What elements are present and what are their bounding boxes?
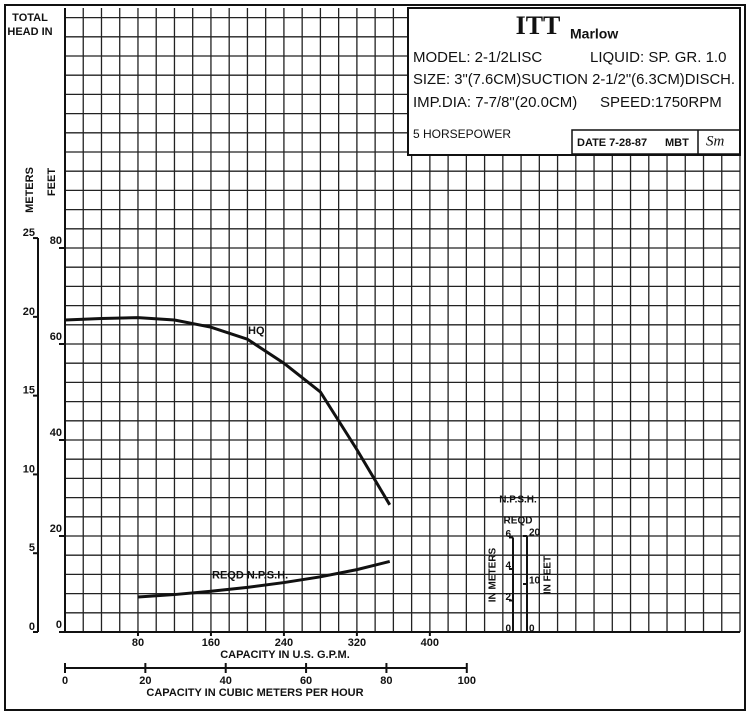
x-tick-label: 80 <box>132 637 144 649</box>
x-label: CAPACITY IN U.S. G.P.M. <box>220 649 350 661</box>
x2-tick-label: 100 <box>458 675 476 687</box>
x2-label: CAPACITY IN CUBIC METERS PER HOUR <box>146 687 363 699</box>
x-tick-label: 160 <box>202 637 220 649</box>
npsh-title: REQD <box>504 516 533 527</box>
date: DATE 7-28-87 <box>577 137 647 149</box>
series-line <box>64 316 392 506</box>
x2-tick-label: 20 <box>139 675 151 687</box>
x-tick-label: 400 <box>421 637 439 649</box>
npsh-feet-label: 0 <box>529 624 535 635</box>
model: MODEL: 2-1/2LISC <box>413 49 542 66</box>
series-label: HQ <box>248 325 265 337</box>
x-tick-label: 320 <box>348 637 366 649</box>
grid <box>64 8 741 633</box>
liquid: LIQUID: SP. GR. 1.0 <box>590 49 726 66</box>
npsh-meters-label: IN METERS <box>488 547 499 602</box>
y2-tick-label: 0 <box>29 621 35 633</box>
npsh-meter-label: 2 <box>505 592 511 603</box>
y-tick-label: 0 <box>56 619 62 631</box>
signature: Sm <box>706 133 725 149</box>
y2-tick-label: 15 <box>23 385 35 397</box>
npsh-feet-label: 10 <box>529 576 541 587</box>
date-box <box>571 129 741 155</box>
x-tick-label: 240 <box>275 637 293 649</box>
npsh-title: N.P.S.H. <box>499 495 537 506</box>
y-tick-label: 40 <box>50 427 62 439</box>
y2-unit: METERS <box>24 167 36 213</box>
y-tick-label: 20 <box>50 523 62 535</box>
series-line <box>137 559 391 599</box>
x2-tick-label: 40 <box>220 675 232 687</box>
y2-tick-label: 10 <box>23 463 35 475</box>
x2-tick-label: 0 <box>62 675 68 687</box>
speed: SPEED:1750RPM <box>600 94 722 111</box>
y-label: TOTAL <box>12 12 48 24</box>
npsh-feet-label-title: IN FEET <box>543 556 554 594</box>
y2-tick-label: 5 <box>29 542 35 554</box>
x2-tick-label: 80 <box>380 675 392 687</box>
y-unit: FEET <box>46 168 58 196</box>
y2-tick-label: 25 <box>23 227 35 239</box>
imp-dia: IMP.DIA: 7-7/8"(20.0CM) <box>413 94 577 111</box>
x2-tick-label: 60 <box>300 675 312 687</box>
power: 5 HORSEPOWER <box>413 127 511 141</box>
npsh-meter-label: 4 <box>505 561 511 572</box>
npsh-meter-label: 0 <box>505 624 511 635</box>
brand: Marlow <box>570 26 618 42</box>
initials: MBT <box>665 137 689 149</box>
npsh-meter-label: 6 <box>505 529 511 540</box>
size: SIZE: 3"(7.6CM)SUCTION 2-1/2"(6.3CM)DISC… <box>413 71 735 88</box>
series-label: REQD N.P.S.H. <box>212 569 288 581</box>
logo: ITT <box>516 11 561 40</box>
npsh-feet-label: 20 <box>529 528 541 539</box>
y-tick-label: 80 <box>50 235 62 247</box>
y2-tick-label: 20 <box>23 306 35 318</box>
y-label: HEAD IN <box>7 26 52 38</box>
frame <box>4 4 746 711</box>
info-box: ITT Marlow MODEL: 2-1/2LISC LIQUID: SP. … <box>407 7 741 156</box>
y-tick-label: 60 <box>50 331 62 343</box>
